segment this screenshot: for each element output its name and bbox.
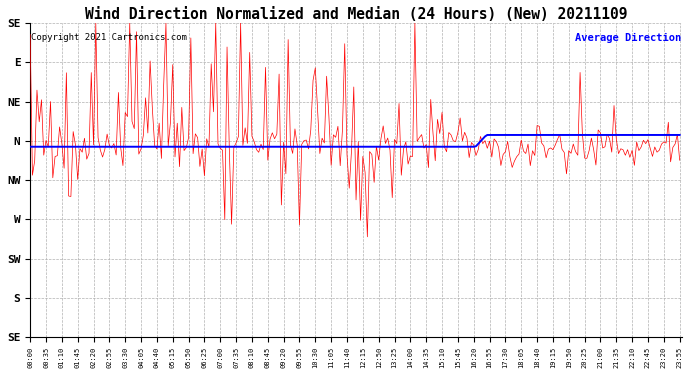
- Text: Copyright 2021 Cartronics.com: Copyright 2021 Cartronics.com: [31, 33, 187, 42]
- Title: Wind Direction Normalized and Median (24 Hours) (New) 20211109: Wind Direction Normalized and Median (24…: [85, 7, 627, 22]
- Text: Average Direction: Average Direction: [575, 33, 681, 42]
